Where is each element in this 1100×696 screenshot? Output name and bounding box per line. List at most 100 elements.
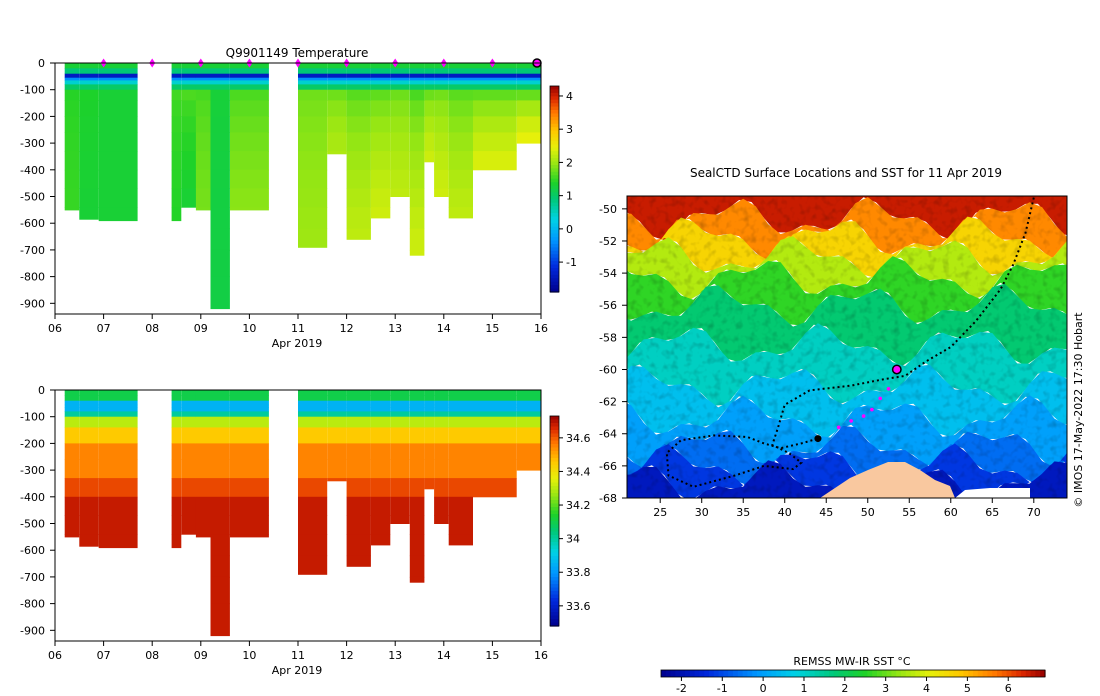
temperature-colorbar-segment <box>550 264 559 269</box>
temperature-cell <box>171 207 182 222</box>
temperature-colorbar-segment <box>550 99 559 104</box>
salinity-cell <box>327 407 347 412</box>
sst-colorbar-segment <box>901 670 907 677</box>
temperature-cell <box>370 80 391 85</box>
temperature-cell <box>298 169 328 189</box>
temperature-cell <box>448 63 473 69</box>
temperature-cell <box>434 68 449 75</box>
temperature-cell <box>181 68 196 75</box>
salinity-colorbar-segment <box>550 542 559 547</box>
sst-colorbar-segment <box>718 670 724 677</box>
temperature-cell <box>298 63 328 69</box>
salinity-colorbar-tick-label: 34.2 <box>566 499 591 512</box>
salinity-colorbar-segment <box>550 556 559 561</box>
temperature-cell <box>64 80 80 85</box>
sst-colorbar-segment <box>723 670 729 677</box>
salinity-colorbar-tick-label: 33.8 <box>566 566 591 579</box>
salinity-colorbar-tick-label: 34 <box>566 533 580 546</box>
temperature-cell <box>448 207 473 219</box>
sst-colorbar-segment <box>800 670 806 677</box>
temperature-cell <box>171 132 182 152</box>
sst-colorbar-segment <box>670 670 676 677</box>
temperature-colorbar-segment <box>550 171 559 176</box>
salinity-colorbar-tick-label: 34.4 <box>566 465 591 478</box>
temperature-y-tick-label: -300 <box>20 137 45 150</box>
salinity-cell <box>434 496 449 516</box>
sst-colorbar-segment <box>728 670 734 677</box>
temperature-cell <box>230 77 269 81</box>
temperature-cell <box>210 80 230 85</box>
temperature-y-tick-label: -500 <box>20 191 45 204</box>
salinity-cell <box>171 416 182 428</box>
salinity-x-ticks: 06 07 08 09 10 11 12 13 14 15 16 <box>48 641 548 662</box>
temperature-cell <box>298 151 328 171</box>
salinity-cell <box>390 427 410 444</box>
salinity-cell <box>346 411 371 418</box>
salinity-cell <box>370 416 391 428</box>
salinity-cell <box>424 404 435 408</box>
sst-colorbar-segment <box>809 670 816 677</box>
temperature-cell <box>210 207 230 230</box>
salinity-cell <box>424 411 435 418</box>
salinity-cell <box>370 404 391 408</box>
sst-colorbar-segment <box>905 670 912 677</box>
salinity-cell <box>181 427 196 444</box>
salinity-cell <box>448 443 473 460</box>
temperature-cell <box>64 116 80 133</box>
temperature-colorbar-segment <box>550 86 559 90</box>
salinity-cell <box>64 407 80 412</box>
salinity-cell <box>346 404 371 408</box>
temperature-cell <box>448 73 473 79</box>
temperature-cell <box>98 151 138 171</box>
salinity-cell <box>181 515 196 535</box>
sst-colorbar-segment <box>891 670 897 677</box>
salinity-cell <box>210 459 230 479</box>
salinity-cell <box>98 534 138 549</box>
temperature-colorbar-segment <box>550 165 559 169</box>
temperature-cell <box>434 80 449 85</box>
temperature-cell <box>448 68 473 75</box>
temperature-colorbar-segment <box>550 168 559 173</box>
salinity-cell <box>195 416 211 428</box>
salinity-colorbar-segment <box>550 584 559 589</box>
salinity-cell <box>64 390 80 396</box>
temperature-x-tick-label: 13 <box>388 322 402 335</box>
temperature-cell <box>64 132 80 152</box>
temperature-cell <box>79 100 99 117</box>
temperature-cell <box>298 89 328 101</box>
temperature-cell <box>210 77 230 81</box>
salinity-cell <box>473 411 517 418</box>
sst-colorbar-segment <box>949 670 955 677</box>
salinity-cell <box>448 459 473 479</box>
salinity-cell <box>516 404 541 408</box>
salinity-cell <box>390 459 410 479</box>
temperature-cell <box>79 68 99 75</box>
salinity-cell <box>409 496 425 516</box>
temperature-x-tick-label: 07 <box>97 322 111 335</box>
temperature-colorbar-segment <box>550 247 559 252</box>
temperature-cell <box>230 100 269 117</box>
salinity-cell <box>516 427 541 444</box>
temperature-cell <box>516 132 541 144</box>
salinity-cell <box>409 515 425 535</box>
salinity-y-tick-label: -900 <box>20 624 45 637</box>
temperature-cell <box>424 63 435 69</box>
map-lat-tick-label: -60 <box>599 363 617 376</box>
temperature-colorbar-segment <box>550 127 559 132</box>
temperature-cell <box>473 73 517 79</box>
temperature-cell <box>230 68 269 75</box>
salinity-cell <box>473 427 517 444</box>
salinity-y-tick-label: -800 <box>20 598 45 611</box>
temperature-cell <box>370 89 391 101</box>
temperature-cell <box>195 100 211 117</box>
salinity-cell <box>230 443 269 460</box>
temperature-cell <box>298 84 328 91</box>
salinity-cell <box>448 395 473 402</box>
temperature-colorbar-segment <box>550 226 559 231</box>
map-lon-tick-label: 50 <box>861 506 875 519</box>
salinity-cell <box>79 416 99 428</box>
salinity-cell <box>346 443 371 460</box>
salinity-cell <box>64 515 80 535</box>
temperature-cell <box>370 132 391 152</box>
salinity-cell <box>346 478 371 498</box>
